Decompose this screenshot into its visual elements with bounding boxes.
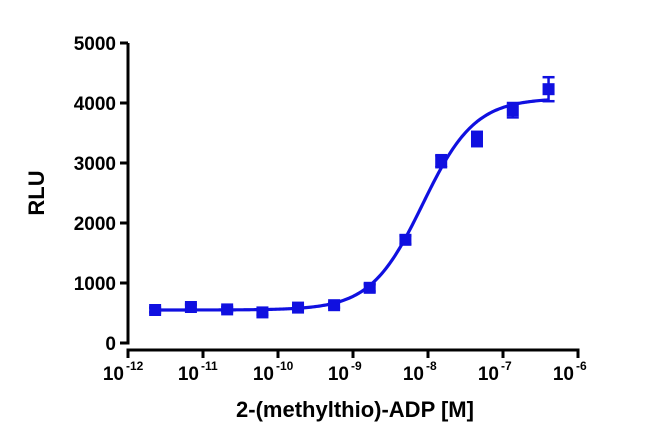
x-tick-exponent: -9 [351, 359, 362, 373]
x-tick-label: 10 -11 [178, 359, 218, 385]
data-point [256, 306, 269, 319]
data-point [328, 299, 341, 312]
data-point [184, 301, 197, 313]
data-point [292, 301, 305, 314]
data-point [399, 233, 412, 246]
x-tick-base: 10 [253, 364, 274, 385]
plot-area [149, 75, 555, 319]
x-tick-label: 10 -6 [553, 359, 587, 385]
data-point [506, 104, 519, 117]
x-tick-label: 10 -12 [103, 359, 144, 385]
x-tick-base: 10 [178, 364, 199, 385]
x-tick-label: 10 -9 [328, 359, 362, 385]
data-point [221, 303, 234, 316]
data-point [363, 281, 376, 294]
x-tick-base: 10 [328, 364, 349, 385]
x-tick-exponent: -12 [126, 359, 144, 373]
data-point [435, 155, 448, 168]
x-tick-exponent: -7 [501, 359, 512, 373]
x-tick-exponent: -11 [201, 359, 218, 373]
y-tick-label: 3000 [74, 154, 116, 175]
x-tick-base: 10 [403, 364, 424, 385]
y-tick-label: 0 [105, 334, 116, 355]
y-axis-title: RLU [24, 170, 49, 215]
x-tick-label: 10 -7 [478, 359, 512, 385]
y-tick-label: 5000 [74, 34, 116, 55]
x-tick-exponent: -8 [426, 359, 437, 373]
x-tick-exponent: -6 [576, 359, 587, 373]
data-point [470, 133, 483, 145]
y-tick-label: 2000 [74, 214, 116, 235]
x-tick-base: 10 [478, 364, 499, 385]
data-point [542, 83, 555, 96]
x-tick-exponent: -10 [276, 359, 294, 373]
x-tick-label: 10 -8 [403, 359, 437, 385]
x-tick-base: 10 [103, 364, 124, 385]
fit-curve [155, 98, 549, 312]
x-tick-base: 10 [553, 364, 574, 385]
data-point [149, 304, 162, 316]
x-axis-title: 2-(methylthio)-ADP [M] [236, 397, 474, 422]
y-tick-label: 4000 [74, 94, 116, 115]
x-tick-label: 10 -10 [253, 359, 294, 385]
y-tick-label: 1000 [74, 274, 116, 295]
